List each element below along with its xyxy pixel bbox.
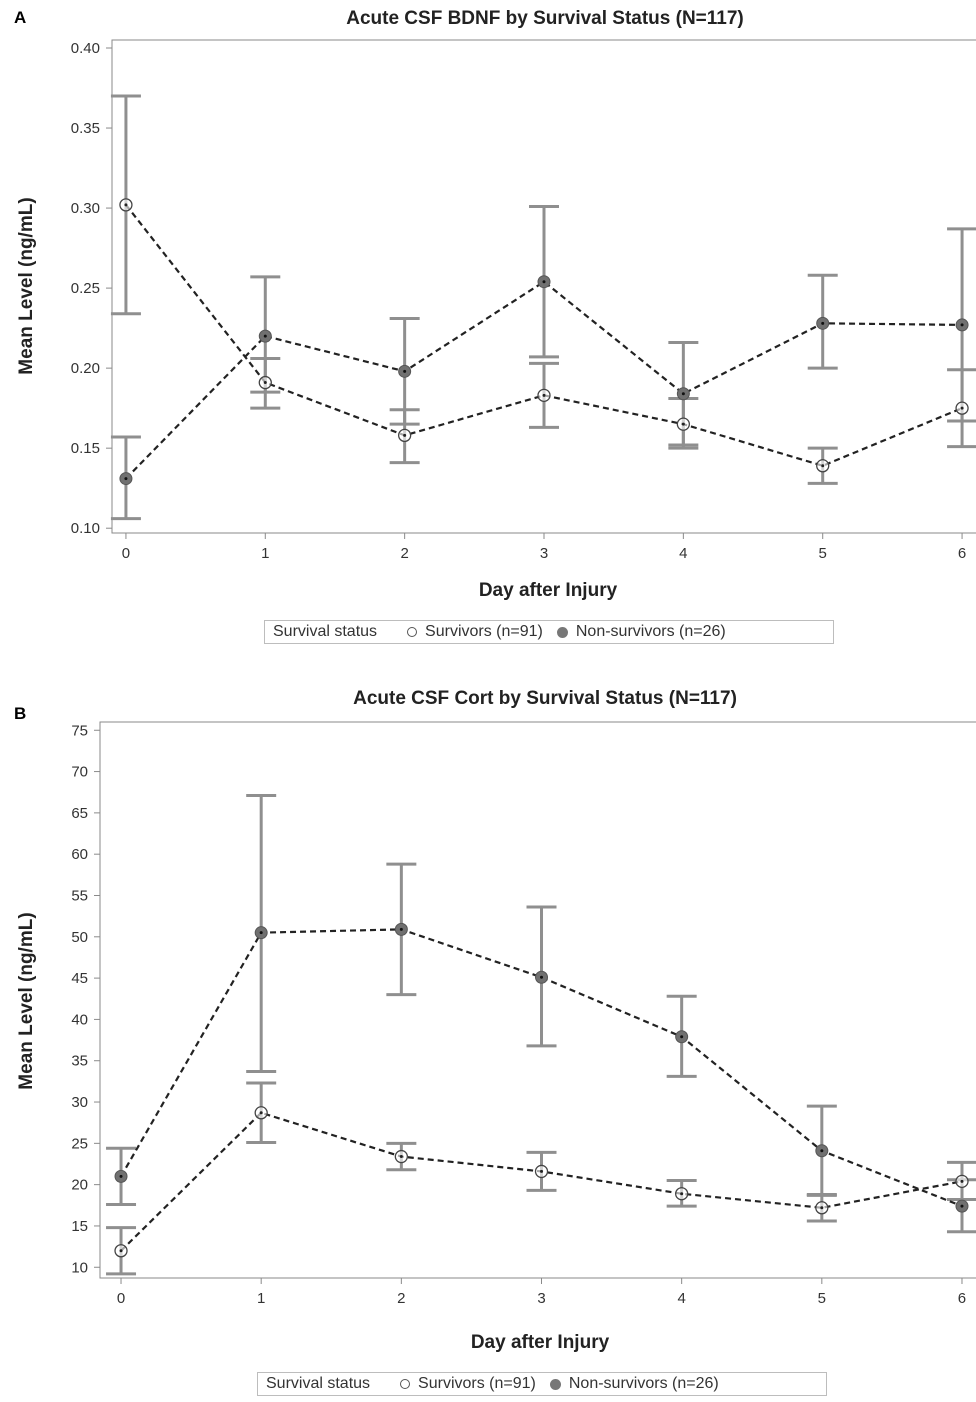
- legend-item-survivors: Survivors (n=91): [425, 623, 543, 640]
- panel-letter: A: [14, 8, 27, 27]
- y-tick-label: 0.35: [71, 120, 100, 137]
- data-point-center: [680, 1035, 684, 1039]
- legend-item-non-survivors: Non-survivors (n=26): [568, 1375, 719, 1392]
- x-tick-label: 1: [261, 545, 269, 562]
- panel-b: B Acute CSF Cort by Survival Status (N=1…: [0, 680, 976, 1402]
- data-point-center: [681, 392, 685, 396]
- y-tick-label: 75: [71, 722, 88, 739]
- y-tick-label: 50: [71, 929, 88, 946]
- data-point-center: [119, 1174, 123, 1178]
- data-point-center: [399, 927, 403, 931]
- open-circle-icon: [407, 627, 418, 637]
- x-axis-label: Day after Injury: [470, 1332, 610, 1353]
- x-tick-label: 4: [679, 545, 687, 562]
- data-point-center: [124, 203, 128, 207]
- legend-title: Survival status: [273, 623, 378, 640]
- data-point-center: [960, 323, 964, 327]
- y-tick-label: 0.40: [71, 40, 100, 57]
- y-tick-label: 35: [71, 1053, 88, 1070]
- x-tick-label: 6: [958, 545, 966, 562]
- y-tick-label: 0.30: [71, 200, 100, 217]
- filled-circle-icon: [556, 626, 568, 638]
- y-tick-label: 45: [71, 970, 88, 987]
- legend: Survival status Survivors (n=91) Non-sur…: [264, 620, 834, 644]
- legend-item-survivors: Survivors (n=91): [418, 1375, 536, 1392]
- x-tick-label: 2: [400, 545, 408, 562]
- y-tick-label: 70: [71, 764, 88, 781]
- x-tick-label: 2: [397, 1290, 405, 1307]
- data-point-center: [403, 433, 407, 437]
- panel-a: A Acute CSF BDNF by Survival Status (N=1…: [0, 0, 976, 660]
- data-point-center: [820, 1149, 824, 1153]
- x-tick-label: 4: [677, 1290, 685, 1307]
- filled-circle-icon: [549, 1378, 561, 1390]
- panel-letter: B: [14, 704, 27, 723]
- y-tick-label: 25: [71, 1135, 88, 1152]
- legend-item-non-survivors: Non-survivors (n=26): [575, 623, 726, 640]
- x-axis-label: Day after Injury: [478, 580, 618, 601]
- data-point-center: [540, 975, 544, 979]
- x-tick-label: 0: [117, 1290, 125, 1307]
- data-point-center: [960, 406, 964, 410]
- data-point-center: [259, 1111, 263, 1115]
- data-point-center: [821, 321, 825, 325]
- y-tick-label: 0.10: [71, 520, 100, 537]
- y-tick-label: 0.20: [71, 360, 100, 377]
- y-tick-label: 30: [71, 1094, 88, 1111]
- data-point-center: [124, 477, 128, 481]
- x-tick-label: 5: [818, 1290, 826, 1307]
- data-point-center: [263, 381, 267, 385]
- y-tick-label: 60: [71, 846, 88, 863]
- x-tick-label: 6: [958, 1290, 966, 1307]
- y-tick-label: 20: [71, 1177, 88, 1194]
- data-point-center: [259, 931, 263, 935]
- data-point-center: [820, 1206, 824, 1210]
- x-tick-label: 5: [819, 545, 827, 562]
- data-point-center: [403, 369, 407, 373]
- data-point-center: [542, 280, 546, 284]
- y-tick-label: 0.25: [71, 280, 100, 297]
- y-tick-label: 10: [71, 1259, 88, 1276]
- data-point-center: [542, 393, 546, 397]
- data-point-center: [399, 1155, 403, 1159]
- y-tick-label: 15: [71, 1218, 88, 1235]
- y-tick-label: 0.15: [71, 440, 100, 457]
- data-point-center: [540, 1169, 544, 1173]
- y-tick-label: 55: [71, 887, 88, 904]
- chart-title: Acute CSF BDNF by Survival Status (N=117…: [346, 8, 744, 29]
- x-tick-label: 1: [257, 1290, 265, 1307]
- x-tick-label: 3: [540, 545, 548, 562]
- y-tick-label: 40: [71, 1011, 88, 1028]
- data-point-center: [119, 1249, 123, 1253]
- data-point-center: [960, 1179, 964, 1183]
- data-point-center: [263, 334, 267, 338]
- x-tick-label: 0: [122, 545, 130, 562]
- open-circle-icon: [400, 1379, 411, 1389]
- legend-title: Survival status: [266, 1375, 371, 1392]
- data-point-center: [680, 1192, 684, 1196]
- plot-area: 0.10 0.15 0.20 0.25 0.30 0.35 0.40 0 1 2 3 4 5 6: [71, 39, 976, 562]
- y-tick-label: 65: [71, 805, 88, 822]
- data-point-center: [960, 1204, 964, 1208]
- data-point-center: [681, 422, 685, 426]
- plot-frame: [99, 721, 976, 1279]
- x-tick-label: 3: [537, 1290, 545, 1307]
- chart-title: Acute CSF Cort by Survival Status (N=117…: [353, 688, 737, 709]
- data-point-center: [821, 464, 825, 468]
- legend: Survival status Survivors (n=91) Non-sur…: [257, 1372, 827, 1396]
